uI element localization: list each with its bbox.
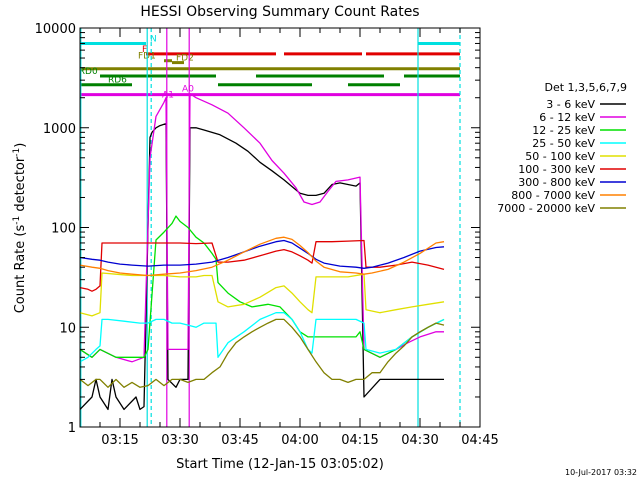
y-axis-label-end: ): [13, 143, 28, 148]
chart-title: HESSI Observing Summary Count Rates: [140, 4, 419, 20]
legend-entry-label: 25 - 50 keV: [532, 137, 595, 150]
legend-entry-label: 7000 - 20000 keV: [497, 202, 595, 215]
y-tick-label: 10000: [35, 22, 76, 37]
series-layer: [79, 92, 445, 411]
y-tick-label: 1: [68, 421, 76, 436]
legend-entry-label: 50 - 100 keV: [525, 150, 595, 163]
flag-label: FD2: [176, 54, 194, 64]
flag-label: N: [150, 34, 157, 44]
attenuator-label: A1: [162, 91, 174, 101]
y-tick-label: 10: [59, 321, 76, 336]
x-tick-label: 03:30: [161, 433, 198, 448]
x-axis-label: Start Time (12-Jan-15 03:05:02): [176, 457, 384, 472]
axis-layer: 1 10 100 1000 10000 03:15 03:30 03:45 04:00 04:15…: [35, 22, 499, 448]
series-line: [79, 272, 445, 317]
legend-entry-label: 6 - 12 keV: [539, 111, 595, 124]
y-axis-label-exp1: -1: [12, 216, 22, 225]
legend-title: Det 1,3,5,6,7,9: [544, 81, 627, 94]
footer-date: 10-Jul-2017 03:32: [565, 468, 637, 477]
series-line: [79, 239, 445, 269]
x-tick-label: 03:45: [221, 433, 258, 448]
legend-entry-label: 3 - 6 keV: [546, 98, 595, 111]
legend-entry-label: 12 - 25 keV: [532, 124, 595, 137]
y-tick-label: 100: [51, 222, 76, 237]
legend-entry-label: 100 - 300 keV: [518, 163, 595, 176]
flag-label: F: [142, 45, 147, 55]
attenuator-label: A0: [182, 85, 194, 95]
y-tick-label: 1000: [43, 122, 76, 137]
x-tick-label: 04:30: [401, 433, 438, 448]
y-axis-label-exp2: -1: [12, 148, 22, 157]
series-line: [79, 236, 445, 277]
x-tick-label: 04:15: [341, 433, 378, 448]
x-tick-label: 04:00: [281, 433, 318, 448]
series-line: [79, 318, 445, 388]
x-tick-label: 04:45: [461, 433, 498, 448]
y-axis-label: Count Rate (s-1 detector-1): [12, 143, 28, 314]
flag-layer: NFFD1FD2RD0RD6A1A0: [79, 34, 460, 101]
y-axis-label-mid: detector: [13, 156, 28, 216]
series-line: [79, 312, 445, 363]
flag-label: RD6: [108, 76, 127, 86]
x-tick-label: 03:15: [101, 433, 138, 448]
legend-entry-label: 300 - 800 keV: [518, 176, 595, 189]
series-line: [79, 122, 444, 411]
y-axis-label-main: Count Rate (s: [13, 225, 28, 314]
flag-label: RD0: [79, 67, 98, 77]
series-line: [79, 215, 445, 358]
legend-entry-label: 800 - 7000 keV: [511, 189, 595, 202]
